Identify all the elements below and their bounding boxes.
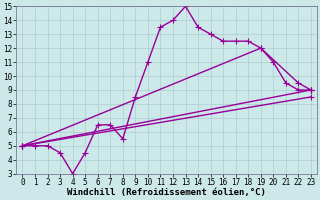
X-axis label: Windchill (Refroidissement éolien,°C): Windchill (Refroidissement éolien,°C) xyxy=(67,188,266,197)
